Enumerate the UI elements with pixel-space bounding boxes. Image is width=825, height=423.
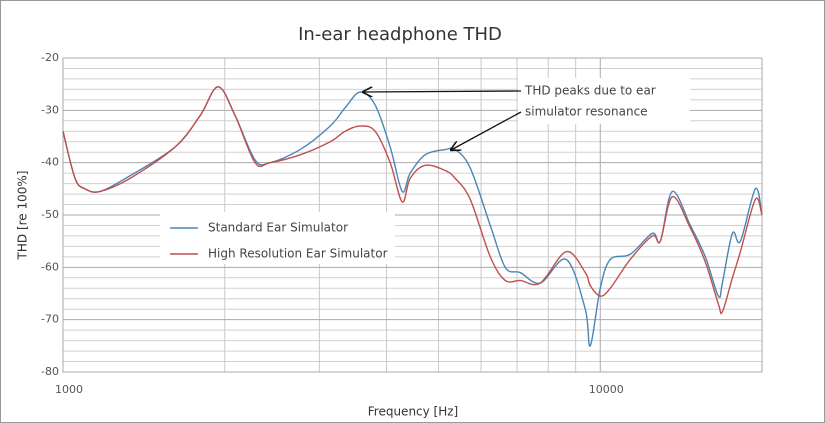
y-tick-label: -60 — [41, 260, 59, 273]
chart-title: In-ear headphone THD — [298, 24, 502, 45]
y-tick-label: -20 — [41, 51, 59, 64]
annotation-box — [518, 78, 690, 124]
arrow — [363, 91, 522, 92]
legend-label: High Resolution Ear Simulator — [208, 247, 388, 261]
legend — [160, 212, 395, 264]
y-tick-label: -70 — [41, 313, 59, 326]
legend-label: Standard Ear Simulator — [208, 221, 348, 235]
lines — [62, 86, 763, 347]
x-axis-label: Frequency [Hz] — [368, 405, 459, 419]
series-line — [62, 86, 763, 315]
y-axis-label: THD [re 100%] — [16, 171, 30, 261]
annotation-text: simulator resonance — [525, 105, 648, 119]
arrow — [451, 111, 522, 150]
y-tick-label: -30 — [41, 103, 59, 116]
x-tick-label: 1000 — [55, 383, 83, 396]
annotation-text: THD peaks due to ear — [524, 84, 656, 98]
y-tick-label: -40 — [41, 156, 59, 169]
y-tick-label: -50 — [41, 208, 59, 221]
legend-entries: Standard Ear Simulator High Resolution Ea… — [170, 221, 388, 261]
y-tick-label: -80 — [41, 365, 59, 378]
x-tick-label: 10000 — [589, 383, 624, 396]
